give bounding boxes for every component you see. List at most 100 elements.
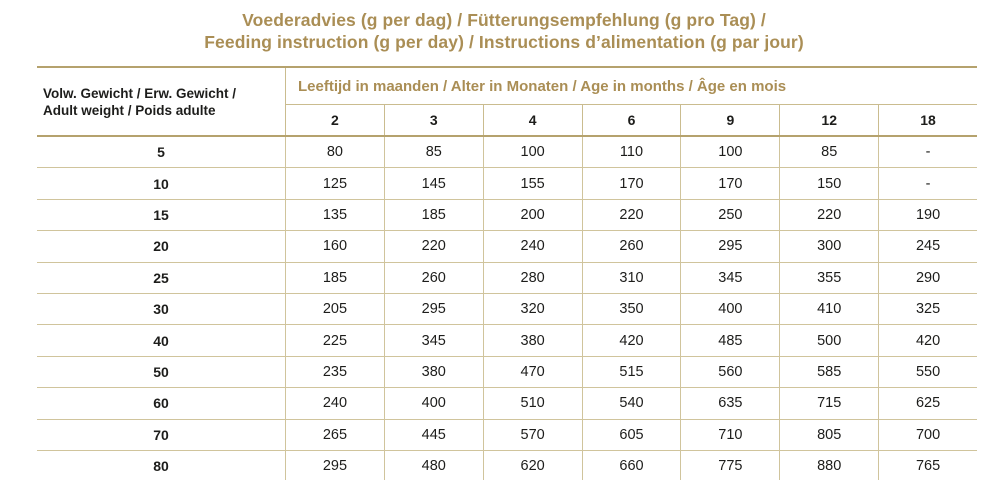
value-cell: 150 xyxy=(779,168,878,199)
value-cell: 635 xyxy=(680,388,779,419)
value-cell: 880 xyxy=(779,450,878,480)
value-cell: 710 xyxy=(680,419,779,450)
value-cell: 445 xyxy=(383,419,483,450)
weight-header-line2: Adult weight / Poids adulte xyxy=(43,102,216,118)
age-column-header: 4 xyxy=(482,105,582,135)
weight-cell: 40 xyxy=(153,332,169,349)
age-column-header: 2 xyxy=(285,105,384,135)
feeding-table: Volw. Gewicht / Erw. Gewicht / Adult wei… xyxy=(37,66,977,480)
table-row: 20 160 220 240 260 295 300 245 xyxy=(37,230,977,262)
weight-cell: 25 xyxy=(153,269,169,286)
value-cell: 100 xyxy=(482,137,582,168)
value-cell: 585 xyxy=(779,356,878,388)
table-row: 15 135 185 200 220 250 220 190 xyxy=(37,198,977,231)
age-column-header: 3 xyxy=(383,105,483,135)
value-cell: 260 xyxy=(581,231,681,262)
weight-cell: 15 xyxy=(153,206,169,223)
table-row: 40 225 345 380 420 485 500 420 xyxy=(37,324,977,356)
value-cell: 225 xyxy=(285,325,384,356)
age-column-header: 6 xyxy=(581,105,681,135)
weight-cell: 50 xyxy=(153,363,169,380)
value-cell: 350 xyxy=(581,293,681,325)
value-cell: 250 xyxy=(680,199,779,231)
weight-cell: 5 xyxy=(157,144,165,161)
value-cell: 400 xyxy=(680,293,779,325)
value-cell: 200 xyxy=(482,199,582,231)
weight-cell: 80 xyxy=(153,458,169,475)
value-cell: 470 xyxy=(482,356,582,388)
value-cell: 295 xyxy=(285,450,384,480)
value-cell: 185 xyxy=(383,199,483,231)
value-cell: 205 xyxy=(285,293,384,325)
value-cell: 510 xyxy=(482,388,582,419)
value-cell: - xyxy=(878,137,977,168)
value-cell: 420 xyxy=(581,325,681,356)
value-cell: 295 xyxy=(383,293,483,325)
value-cell: 85 xyxy=(779,137,878,168)
value-cell: 620 xyxy=(482,450,582,480)
value-cell: 110 xyxy=(581,137,681,168)
table-row: 80 295 480 620 660 775 880 765 xyxy=(37,449,977,480)
value-cell: 160 xyxy=(285,231,384,262)
value-cell: 145 xyxy=(383,168,483,199)
value-cell: 380 xyxy=(482,325,582,356)
table-row: 5 80 85 100 110 100 85- xyxy=(37,137,977,168)
value-cell: 500 xyxy=(779,325,878,356)
value-cell: 485 xyxy=(680,325,779,356)
page-title: Voederadvies (g per dag) / Fütterungsemp… xyxy=(0,0,1008,53)
value-cell: 540 xyxy=(581,388,681,419)
value-cell: 625 xyxy=(878,388,977,419)
value-cell: 295 xyxy=(680,231,779,262)
value-cell: 420 xyxy=(878,325,977,356)
weight-header-line1: Volw. Gewicht / Erw. Gewicht / xyxy=(43,85,237,101)
value-cell: 125 xyxy=(285,168,384,199)
value-cell: 515 xyxy=(581,356,681,388)
value-cell: 765 xyxy=(878,450,977,480)
age-column-header: 12 xyxy=(779,105,878,135)
weight-cell: 10 xyxy=(153,175,169,192)
age-column-header: 18 xyxy=(878,105,977,135)
value-cell: 170 xyxy=(680,168,779,199)
value-cell: 325 xyxy=(878,293,977,325)
value-cell: 245 xyxy=(878,231,977,262)
value-cell: 480 xyxy=(383,450,483,480)
table-row: 50 235 380 470 515 560 585 550 xyxy=(37,355,977,388)
table-row: 25 185 260 280 310 345 355 290 xyxy=(37,261,977,293)
table-row: 60 240 400 510 540 635 715 625 xyxy=(37,387,977,419)
weight-cell: 60 xyxy=(153,395,169,412)
value-cell: 700 xyxy=(878,419,977,450)
age-header: Leeftijd in maanden / Alter in Monaten /… xyxy=(285,68,977,105)
value-cell: 310 xyxy=(581,262,681,293)
value-cell: 240 xyxy=(482,231,582,262)
title-line-1: Voederadvies (g per dag) / Fütterungsemp… xyxy=(242,10,766,30)
value-cell: 410 xyxy=(779,293,878,325)
age-column-header: 9 xyxy=(680,105,779,135)
table-row: 70 265 445 570 605 710 805 700 xyxy=(37,418,977,450)
value-cell: 550 xyxy=(878,356,977,388)
value-cell: 220 xyxy=(779,199,878,231)
weight-header: Volw. Gewicht / Erw. Gewicht / Adult wei… xyxy=(37,68,285,135)
value-cell: 280 xyxy=(482,262,582,293)
value-cell: 265 xyxy=(285,419,384,450)
value-cell: 220 xyxy=(581,199,681,231)
value-cell: 560 xyxy=(680,356,779,388)
value-cell: 345 xyxy=(383,325,483,356)
value-cell: - xyxy=(878,168,977,199)
value-cell: 80 xyxy=(285,137,384,168)
value-cell: 100 xyxy=(680,137,779,168)
value-cell: 290 xyxy=(878,262,977,293)
weight-cell: 70 xyxy=(153,426,169,443)
value-cell: 380 xyxy=(383,356,483,388)
title-line-2: Feeding instruction (g per day) / Instru… xyxy=(204,32,804,52)
table-row: 30 205 295 320 350 400 410 325 xyxy=(37,292,977,325)
table-header: Volw. Gewicht / Erw. Gewicht / Adult wei… xyxy=(37,66,977,137)
value-cell: 260 xyxy=(383,262,483,293)
value-cell: 605 xyxy=(581,419,681,450)
value-cell: 715 xyxy=(779,388,878,419)
value-cell: 345 xyxy=(680,262,779,293)
value-cell: 660 xyxy=(581,450,681,480)
value-cell: 240 xyxy=(285,388,384,419)
table-row: 10 125 145 155 170 170 150- xyxy=(37,167,977,199)
value-cell: 320 xyxy=(482,293,582,325)
